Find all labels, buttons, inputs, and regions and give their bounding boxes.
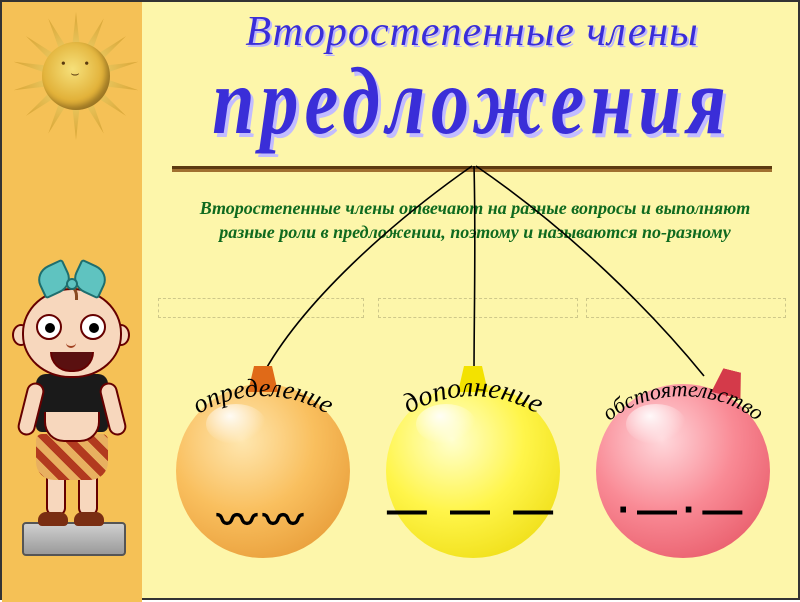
ball-cap	[458, 366, 488, 392]
ball-object: дополнение — — —	[386, 384, 560, 558]
slide-stage: • •⌣ Второстепенные члены предложения Вт…	[0, 0, 800, 600]
sun-icon: • •⌣	[16, 16, 136, 136]
subtitle-text: Второстепенные члены отвечают на разные …	[170, 196, 780, 245]
ghost-box	[158, 298, 364, 318]
ghost-box	[378, 298, 578, 318]
underline-symbol: ·—·—	[596, 488, 770, 533]
baby-character-icon	[0, 262, 152, 562]
ball-adverbial: обстоятельство ·—·—	[596, 384, 770, 558]
ball-cap	[248, 366, 278, 392]
horizontal-divider	[172, 166, 772, 169]
underline-symbol: — — —	[386, 488, 560, 533]
ball-definition: определение 〰〰	[176, 384, 350, 558]
underline-symbol: 〰〰	[176, 488, 350, 546]
ghost-box	[586, 298, 786, 318]
ball-cap	[711, 367, 746, 399]
title-line-2: предложения	[152, 48, 792, 157]
